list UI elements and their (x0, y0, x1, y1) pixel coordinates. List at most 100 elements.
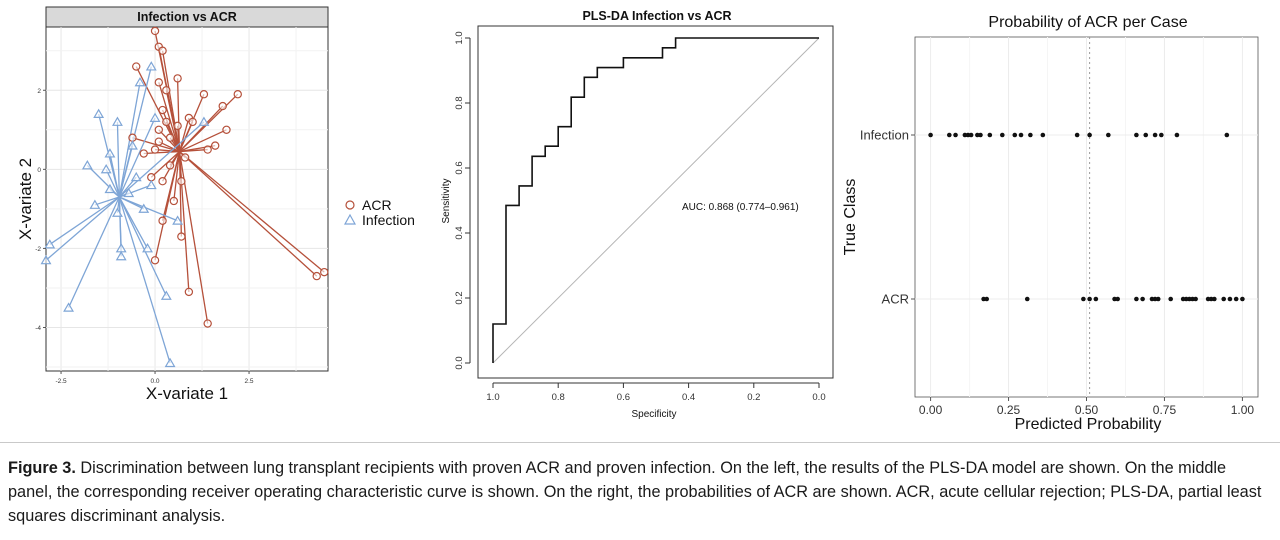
plsda-point-infection (115, 250, 127, 261)
plsda-point-acr (320, 267, 329, 277)
plsda-spoke-acr (179, 151, 318, 277)
plsda-spoke-infection (94, 196, 120, 206)
plsda-spoke-acr (179, 129, 227, 153)
plsda-spoke-acr (173, 151, 181, 202)
plsda-point-acr (154, 78, 163, 87)
probability-point-acr (1081, 296, 1086, 302)
plsda-point-infection (40, 254, 52, 265)
plsda-point-acr (173, 121, 182, 131)
plsda-point-acr (162, 117, 171, 127)
plsda-point-acr (158, 46, 167, 55)
roc-y-tick-label: 0.0 (454, 356, 465, 369)
plsda-spoke-acr (158, 82, 181, 152)
plsda-spoke-infection (116, 121, 120, 198)
roc-x-axis-label: Specificity (631, 409, 676, 420)
plsda-y-ticks: 2 0 -2 -4 (35, 88, 46, 332)
plsda-point-infection (111, 207, 123, 217)
probability-point-acr (1193, 296, 1198, 302)
plsda-point-acr (154, 125, 163, 135)
roc-y-tick-label: 0.6 (454, 161, 465, 174)
probability-point-infection (1000, 132, 1005, 138)
roc-title: PLS-DA Infection vs ACR (582, 9, 731, 23)
roc-panel: PLS-DA Infection vs ACR 1.0 0.8 0.6 0.4 0.2 0… (441, 9, 834, 420)
plsda-spoke-infection (49, 196, 120, 246)
probability-y-tick-label: Infection (860, 128, 909, 143)
plsda-spoke-acr (150, 151, 180, 178)
plsda-point-infection (89, 199, 101, 209)
roc-x-tick-label: 0.4 (682, 392, 695, 403)
probability-point-infection (1152, 132, 1158, 138)
probability-point-acr (1168, 296, 1173, 302)
roc-y-axis-label: Sensitivity (441, 178, 452, 223)
plsda-point-infection (63, 302, 75, 312)
plsda-point-acr (210, 141, 220, 150)
probability-x-tick-label: 0.75 (1153, 403, 1177, 417)
probability-x-axis-label: Predicted Probability (1015, 416, 1162, 433)
plsda-y-tick-label: 0 (37, 167, 41, 174)
plsda-spoke-infection (118, 145, 134, 198)
plsda-point-acr (132, 62, 141, 71)
figure-caption: Figure 3. Discrimination between lung tr… (8, 456, 1274, 528)
plsda-spoke-infection (67, 196, 120, 309)
plsda-scatter-panel: Infection vs ACR -2.5 0.0 2.5 2 0 -2 -4 X-var… (16, 6, 415, 403)
plsda-point-acr (150, 256, 160, 265)
probability-point-acr (1140, 296, 1145, 302)
plsda-point-acr (203, 145, 212, 154)
plsda-spoke-infection (118, 196, 167, 297)
roc-x-tick-label: 0.8 (552, 392, 565, 403)
roc-curve (492, 37, 819, 363)
probability-point-infection (1028, 132, 1033, 138)
plsda-spoke-acr (179, 148, 208, 153)
probability-point-acr (1115, 296, 1120, 302)
probability-grid (915, 37, 1258, 397)
probability-y-axis-label: True Class (842, 179, 859, 256)
plsda-point-infection (198, 116, 210, 126)
probability-point-acr (1155, 296, 1161, 302)
probability-x-tick-label: 0.50 (1075, 403, 1099, 417)
plsda-spoke-infection (105, 169, 120, 198)
plsda-point-acr (203, 319, 212, 328)
probability-point-infection (1174, 132, 1180, 138)
plsda-y-tick-label: -4 (35, 325, 41, 332)
plsda-point-acr (222, 125, 231, 135)
plsda-point-infection (100, 163, 112, 174)
plsda-x-tick-label: 2.5 (245, 378, 254, 385)
probability-x-tick-label: 1.00 (1231, 403, 1255, 417)
roc-y-tick-label: 1.0 (454, 31, 465, 44)
probability-panel: Probability of ACR per Case 0.00 0.25 0.50… (842, 14, 1259, 433)
probability-point-acr (984, 296, 990, 302)
probability-point-infection (1012, 132, 1018, 138)
probability-point-acr (1087, 296, 1092, 302)
figure-caption-text: Discrimination between lung transplant r… (8, 459, 1262, 525)
figure-label: Figure 3. (8, 459, 76, 477)
plsda-point-acr (162, 86, 171, 95)
plsda-x-axis-label: X-variate 1 (146, 384, 228, 403)
roc-x-ticks: 1.0 0.8 0.6 0.4 0.2 0.0 (486, 382, 826, 403)
probability-point-infection (1087, 132, 1092, 138)
probability-point-infection (1143, 132, 1149, 138)
probability-point-infection (978, 132, 983, 138)
roc-x-tick-label: 1.0 (486, 392, 499, 403)
plsda-point-infection (81, 159, 93, 170)
plsda-spoke-acr (179, 151, 325, 273)
plsda-point-infection (127, 140, 138, 150)
probability-point-acr (1093, 296, 1099, 302)
plsda-point-infection (138, 203, 150, 213)
probability-point-acr (1233, 296, 1239, 302)
plsda-spoke-acr (176, 125, 181, 152)
probability-point-infection (968, 132, 974, 138)
plsda-point-infection (111, 116, 123, 126)
plsda-point-acr (188, 117, 197, 127)
probability-point-infection (928, 132, 933, 138)
plsda-spoke-infection (118, 196, 171, 364)
probability-point-infection (1018, 132, 1024, 138)
probability-point-infection (947, 132, 952, 138)
probability-point-acr (1134, 296, 1139, 302)
probability-point-acr (1227, 296, 1233, 302)
plsda-point-acr (312, 271, 321, 281)
plsda-spoke-infection (118, 117, 156, 198)
probability-x-ticks: 0.00 0.25 0.50 0.75 1.00 (919, 397, 1254, 417)
roc-y-tick-label: 0.2 (454, 291, 465, 304)
probability-point-infection (1040, 132, 1046, 138)
plsda-x-ticks: -2.5 0.0 2.5 (55, 371, 254, 385)
